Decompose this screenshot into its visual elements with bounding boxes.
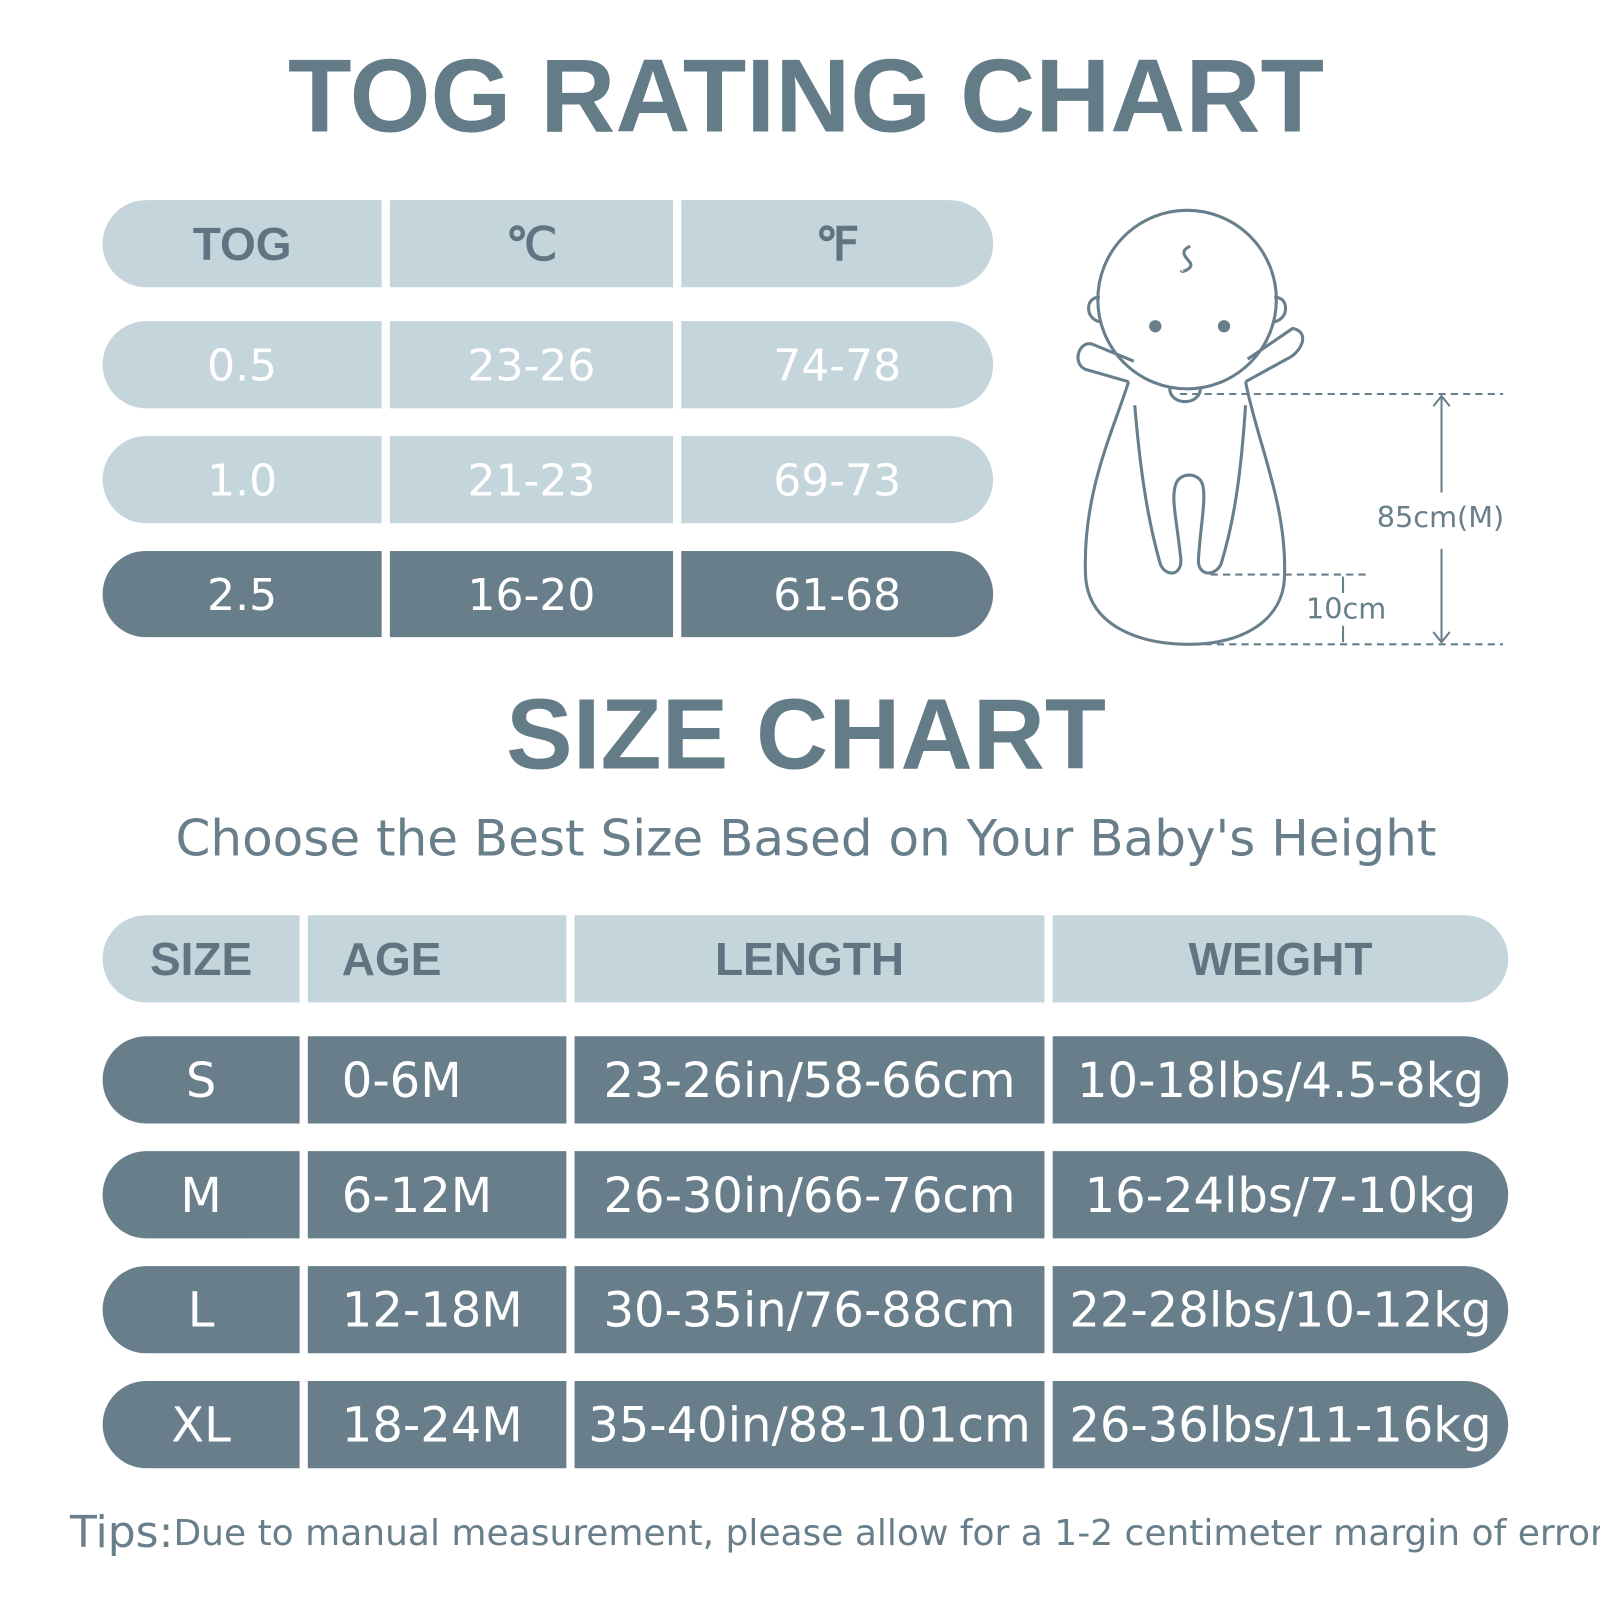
tips-text: Due to manual measurement, please allow … — [173, 1513, 1600, 1554]
cell — [102, 436, 382, 524]
size-title: SIZE CHART — [506, 678, 1106, 790]
header-text: LENGTH — [715, 933, 904, 985]
cell-text: 1.0 — [207, 456, 277, 507]
tog-table: TOG ℃ ℉ 0.5 23-26 74-78 1.0 21-23 69-73 2.5 16-20 6… — [102, 200, 994, 638]
cell — [574, 1151, 1045, 1239]
cell-text: 30-35in/76-88cm — [603, 1283, 1015, 1339]
cell — [681, 436, 994, 524]
cell — [681, 321, 994, 409]
header-text: AGE — [342, 933, 442, 985]
cell — [389, 550, 674, 638]
header-text: TOG — [193, 218, 292, 270]
cell — [574, 1266, 1045, 1354]
cell-text: M — [180, 1168, 221, 1224]
cell — [102, 550, 382, 638]
cell-text: 21-23 — [468, 456, 596, 507]
cell-text: 16-24lbs/7-10kg — [1085, 1168, 1477, 1224]
collar — [1168, 387, 1202, 404]
header-text: SIZE — [150, 933, 252, 985]
cell-text: 2.5 — [207, 570, 277, 621]
eye — [1217, 320, 1231, 333]
size-subtitle: Choose the Best Size Based on Your Baby'… — [175, 810, 1436, 868]
cell — [1052, 1266, 1509, 1354]
hair — [1180, 244, 1193, 273]
header-text: WEIGHT — [1188, 933, 1372, 985]
cell — [102, 1380, 300, 1469]
arrowheads — [1432, 394, 1451, 644]
ear — [1271, 296, 1288, 324]
cell-text: 16-20 — [468, 570, 596, 621]
cell — [102, 1266, 300, 1354]
header-cell — [681, 200, 994, 288]
header-text: ℃ — [506, 218, 558, 270]
cell — [307, 1036, 567, 1124]
cell-text: L — [188, 1283, 215, 1339]
arm — [1244, 326, 1305, 384]
header-cell — [307, 915, 567, 1003]
cell-text: 26-36lbs/11-16kg — [1069, 1398, 1491, 1454]
cell — [1052, 1036, 1509, 1124]
cell-text: 18-24M — [342, 1398, 523, 1454]
cell-text: 35-40in/88-101cm — [588, 1398, 1031, 1454]
bottom-label: 10cm — [1306, 591, 1386, 625]
cell — [574, 1036, 1045, 1124]
sack — [1083, 381, 1287, 646]
cell-text: 61-68 — [773, 570, 901, 621]
cell-text: 12-18M — [342, 1283, 523, 1339]
cell — [307, 1151, 567, 1239]
cell-text: 0-6M — [342, 1053, 462, 1109]
head — [1096, 208, 1278, 391]
tips-label: Tips: — [69, 1507, 173, 1558]
baby-diagram: 85cm(M) 10cm — [1076, 208, 1505, 646]
tog-title: TOG RATING CHART — [288, 38, 1324, 154]
cell — [389, 436, 674, 524]
cell — [574, 1380, 1045, 1469]
header-cell — [389, 200, 674, 288]
header-cell — [102, 915, 300, 1003]
arm — [1076, 342, 1135, 384]
cell — [307, 1380, 567, 1469]
cell-text: XL — [171, 1398, 231, 1454]
cell — [389, 321, 674, 409]
body — [1133, 405, 1248, 575]
cell — [1052, 1151, 1509, 1239]
cell-text: 23-26in/58-66cm — [603, 1053, 1015, 1109]
length-label: 85cm(M) — [1377, 500, 1505, 534]
cell-text: 23-26 — [468, 341, 596, 392]
cell — [102, 1151, 300, 1239]
cell-text: 0.5 — [207, 341, 277, 392]
cell — [102, 321, 382, 409]
cell-text: 10-18lbs/4.5-8kg — [1077, 1053, 1484, 1109]
tips: Tips:Due to manual measurement, please a… — [69, 1507, 1600, 1558]
header-cell — [574, 915, 1045, 1003]
header-cell — [102, 200, 382, 288]
cell-text: 22-28lbs/10-12kg — [1069, 1283, 1491, 1339]
size-table: SIZE AGE LENGTH WEIGHT S 0-6M 23-26in/58-66cm 1… — [102, 915, 1509, 1469]
cell-text: 26-30in/66-76cm — [603, 1168, 1015, 1224]
cell-text: S — [186, 1053, 216, 1109]
header-cell — [1052, 915, 1509, 1003]
ear — [1087, 296, 1103, 324]
eye — [1149, 320, 1162, 333]
cell-text: 6-12M — [342, 1168, 492, 1224]
cell-text: 69-73 — [773, 456, 901, 507]
cell — [307, 1266, 567, 1354]
cell-text: 74-78 — [773, 341, 901, 392]
cell — [102, 1036, 300, 1124]
header-text: ℉ — [815, 218, 859, 270]
cell — [1052, 1380, 1509, 1469]
cell — [681, 550, 994, 638]
